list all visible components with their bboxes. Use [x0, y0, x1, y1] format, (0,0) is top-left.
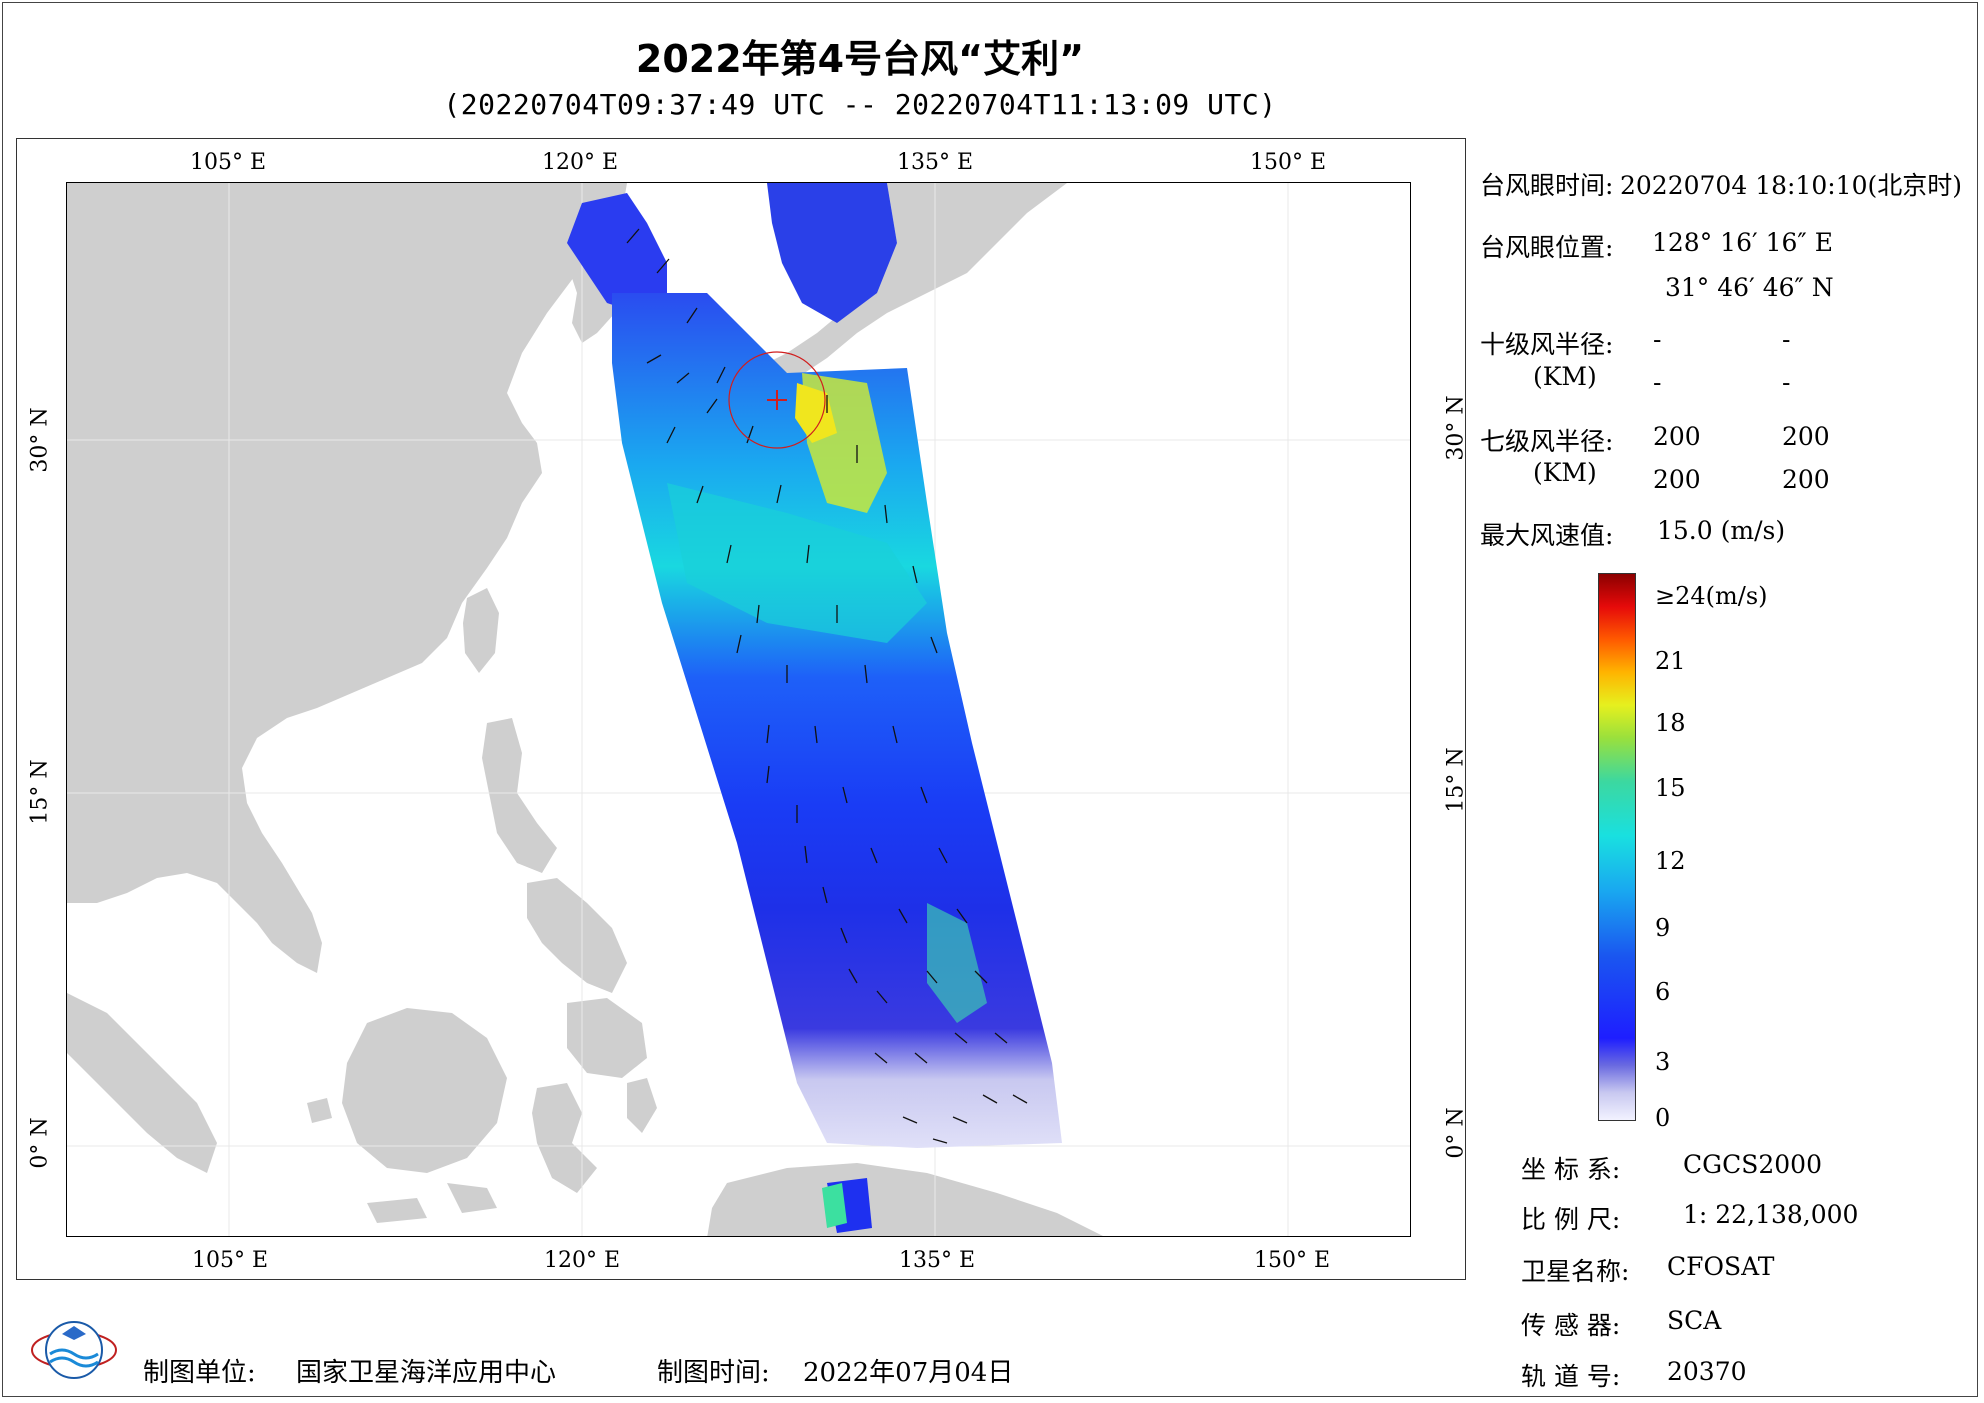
colorbar-label-21: 21: [1655, 647, 1686, 675]
land-asia-mainland: [67, 183, 627, 973]
r10-value-4: -: [1782, 368, 1791, 397]
max-wind-value: 15.0 (m/s): [1657, 516, 1786, 545]
satellite-label: 卫星名称:: [1521, 1257, 1630, 1286]
map-frame: [16, 138, 1466, 1280]
r10-unit: (KM): [1533, 362, 1597, 391]
land-borneo: [342, 1008, 507, 1173]
left-tick-0n: 0° N: [27, 1117, 53, 1169]
right-tick-0n: 0° N: [1443, 1107, 1469, 1159]
r7-value-4: 200: [1782, 465, 1830, 494]
bottom-tick-105e: 105° E: [191, 1248, 269, 1273]
crs-label: 坐 标 系:: [1521, 1155, 1621, 1184]
land-layer: [67, 183, 1103, 1236]
map-title: 2022年第4号台风“艾利”: [635, 37, 1085, 81]
colorbar-label-24: ≥24(m/s): [1655, 582, 1768, 610]
land-new-guinea: [707, 1163, 1103, 1236]
right-tick-30n: 30° N: [1443, 395, 1469, 461]
nsoas-logo-icon: [31, 1321, 117, 1379]
swath-korea-strait-patch: [767, 183, 897, 323]
swath-cyan-band: [667, 483, 927, 643]
colorbar-label-9: 9: [1655, 914, 1671, 942]
eye-latitude: 31° 46′ 46″ N: [1665, 273, 1834, 302]
r10-label: 十级风半径:: [1480, 330, 1614, 359]
top-tick-105e: 105° E: [189, 150, 267, 175]
top-tick-150e: 150° E: [1249, 150, 1327, 175]
map-area: [66, 182, 1411, 1237]
bottom-tick-150e: 150° E: [1253, 1248, 1331, 1273]
map-canvas: [67, 183, 1410, 1236]
scale-value: 1: 22,138,000: [1683, 1200, 1859, 1229]
land-sumatra-malaya: [67, 993, 217, 1173]
sensor-label: 传 感 器:: [1521, 1311, 1621, 1340]
date-value: 2022年07月04日: [803, 1358, 1014, 1388]
land-sulawesi: [532, 1083, 597, 1193]
wind-speed-colorbar: [1598, 573, 1636, 1121]
eye-time-label: 台风眼时间:: [1480, 171, 1614, 200]
bottom-tick-135e: 135° E: [898, 1248, 976, 1273]
colorbar-label-0: 0: [1655, 1104, 1671, 1132]
right-tick-15n: 15° N: [1443, 747, 1469, 813]
swath-mid-cyan: [927, 903, 987, 1023]
orbit-label: 轨 道 号:: [1521, 1362, 1621, 1391]
colorbar-label-12: 12: [1655, 847, 1686, 875]
swath-south-green: [822, 1183, 847, 1228]
land-korea: [527, 183, 622, 343]
bottom-tick-120e: 120° E: [543, 1248, 621, 1273]
r7-label: 七级风半径:: [1480, 427, 1614, 456]
wind-barbs: [626, 228, 1028, 1144]
scale-label: 比 例 尺:: [1521, 1205, 1621, 1234]
eye-position-label: 台风眼位置:: [1480, 233, 1614, 262]
producer-label: 制图单位:: [143, 1358, 256, 1388]
r7-value-2: 200: [1782, 422, 1830, 451]
eye-time-value: 20220704 18:10:10(北京时): [1620, 171, 1962, 200]
sensor-value: SCA: [1667, 1306, 1722, 1335]
eye-longitude: 128° 16′ 16″ E: [1652, 228, 1833, 257]
r7-unit: (KM): [1533, 458, 1597, 487]
orbit-value: 20370: [1667, 1357, 1747, 1386]
colorbar-label-15: 15: [1655, 774, 1686, 802]
typhoon-eye-marker: [728, 351, 826, 449]
top-tick-120e: 120° E: [541, 150, 619, 175]
land-luzon: [482, 718, 557, 873]
r7-value-3: 200: [1653, 465, 1701, 494]
land-mindanao: [567, 998, 647, 1078]
date-label: 制图时间:: [657, 1358, 770, 1388]
land-halmahera: [627, 1078, 657, 1133]
swath-north-patch: [567, 193, 667, 313]
left-tick-15n: 15° N: [27, 759, 53, 825]
r7-value-1: 200: [1653, 422, 1701, 451]
land-philippines-south: [527, 878, 627, 993]
land-japan: [712, 183, 1067, 413]
wind-swath: [567, 183, 1062, 1233]
colorbar-label-6: 6: [1655, 978, 1671, 1006]
land-small-islands: [307, 1098, 497, 1223]
r10-value-3: -: [1653, 368, 1662, 397]
r10-value-1: -: [1653, 325, 1662, 354]
colorbar-label-18: 18: [1655, 709, 1686, 737]
left-tick-30n: 30° N: [27, 407, 53, 473]
crs-value: CGCS2000: [1683, 1150, 1822, 1179]
producer-value: 国家卫星海洋应用中心: [296, 1358, 557, 1388]
land-taiwan: [463, 588, 499, 673]
colorbar-label-3: 3: [1655, 1048, 1671, 1076]
top-tick-135e: 135° E: [896, 150, 974, 175]
r10-value-2: -: [1782, 325, 1791, 354]
map-subtitle: (20220704T09:37:49 UTC -- 20220704T11:13…: [443, 88, 1277, 121]
satellite-value: CFOSAT: [1667, 1252, 1775, 1281]
max-wind-label: 最大风速值:: [1480, 521, 1614, 550]
